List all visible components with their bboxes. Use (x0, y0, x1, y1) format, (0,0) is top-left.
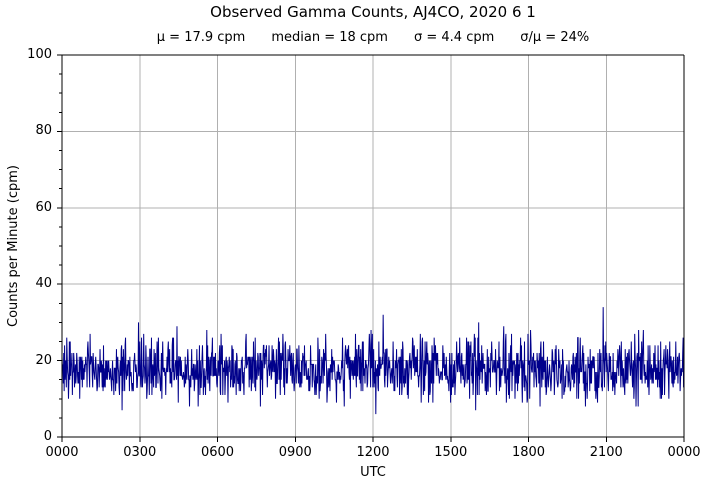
y-tick-label: 60 (35, 199, 52, 215)
y-tick-label: 80 (35, 123, 52, 139)
x-tick-label: 2100 (589, 445, 623, 460)
stat-median: median = 18 cpm (271, 30, 388, 45)
stat-sigma-over-mu: σ/μ = 24% (520, 30, 590, 45)
x-tick-label: 0900 (278, 445, 312, 460)
data-series-line (61, 307, 685, 415)
x-tick-label: 1800 (511, 445, 546, 460)
x-tick-label: 1500 (434, 445, 468, 460)
stat-sigma: σ = 4.4 cpm (413, 30, 495, 45)
y-tick-label: 40 (35, 276, 52, 292)
x-tick-label: 0600 (200, 445, 235, 460)
y-tick-label: 0 (43, 429, 52, 444)
x-axis-label: UTC (360, 465, 386, 480)
y-axis-label: Counts per Minute (cpm) (6, 165, 21, 327)
y-tick-label: 100 (27, 47, 52, 62)
stat-mu: μ = 17.9 cpm (156, 30, 246, 45)
x-tick-label: 0000 (667, 445, 701, 460)
y-tick-label: 20 (35, 352, 52, 368)
x-tick-label: 0000 (45, 445, 79, 460)
x-tick-label: 1200 (356, 445, 390, 460)
x-tick-label: 0300 (123, 445, 157, 460)
stats-line: μ = 17.9 cpm median = 18 cpm σ = 4.4 cpm… (62, 30, 684, 46)
chart-title: Observed Gamma Counts, AJ4CO, 2020 6 1 (210, 3, 536, 21)
